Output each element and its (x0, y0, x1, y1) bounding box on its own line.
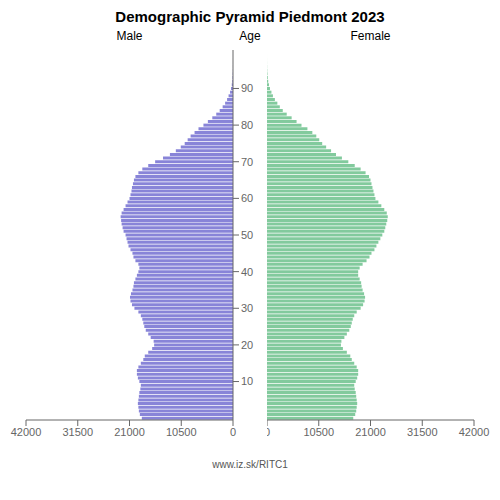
svg-text:30: 30 (241, 302, 253, 314)
svg-text:31500: 31500 (407, 426, 438, 438)
svg-text:0: 0 (230, 426, 236, 438)
svg-text:42000: 42000 (11, 426, 42, 438)
html-text:Age: Age (239, 29, 261, 43)
svg-text:21000: 21000 (355, 426, 386, 438)
svg-text:40: 40 (241, 266, 253, 278)
svg-text:0: 0 (267, 426, 270, 438)
svg-text:21000: 21000 (114, 426, 145, 438)
svg-text:42000: 42000 (459, 426, 490, 438)
html-text:www.iz.sk/RITC1: www.iz.sk/RITC1 (212, 459, 288, 470)
svg-text:90: 90 (241, 82, 253, 94)
svg-text:80: 80 (241, 119, 253, 131)
svg-text:70: 70 (241, 156, 253, 168)
html-text:Female: Female (350, 29, 391, 43)
svg-text:10500: 10500 (303, 426, 334, 438)
svg-text:60: 60 (241, 192, 253, 204)
svg-text:50: 50 (241, 229, 253, 241)
html-text:Demographic Pyramid Piedmont 2: Demographic Pyramid Piedmont 2023 (115, 8, 385, 25)
svg-text:31500: 31500 (62, 426, 93, 438)
svg-text:20: 20 (241, 339, 253, 351)
html-text:Male: Male (116, 29, 143, 43)
svg-text:10500: 10500 (166, 426, 197, 438)
svg-text:10: 10 (241, 375, 253, 387)
